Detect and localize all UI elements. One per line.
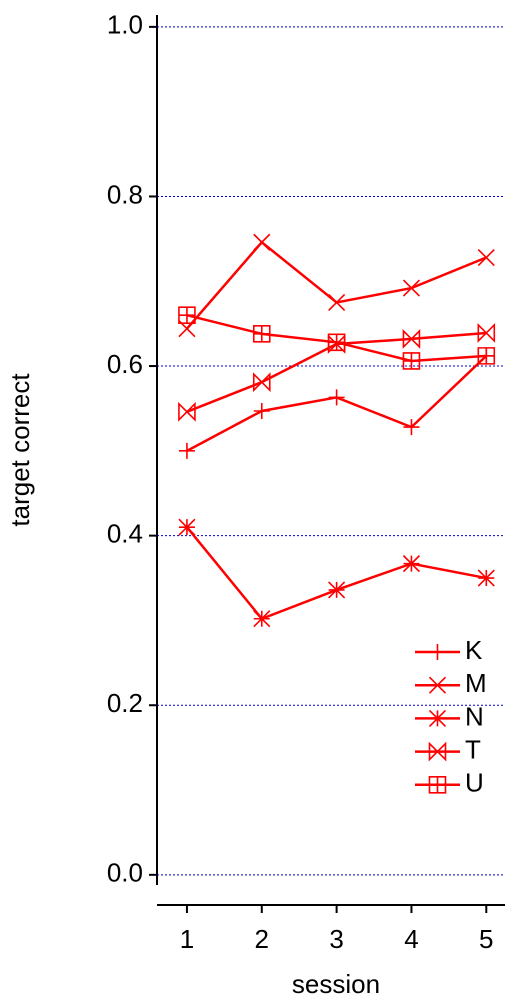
marker (328, 581, 346, 599)
marker (252, 325, 271, 343)
marker (328, 293, 346, 312)
marker (477, 347, 496, 365)
marker (477, 569, 495, 587)
x-tick-label: 2 (255, 924, 269, 954)
legend-label: T (465, 734, 481, 764)
series-line (185, 240, 487, 330)
x-tick-label: 4 (404, 924, 418, 954)
y-tick-label: 1.0 (107, 10, 143, 40)
y-tick-label: 0.2 (107, 688, 143, 718)
y-tick-label: 0.6 (107, 349, 143, 379)
marker (178, 401, 196, 422)
marker (477, 248, 495, 267)
x-axis-label: session (292, 969, 380, 999)
x-tick-label: 5 (479, 924, 493, 954)
y-axis-label: target correct (5, 373, 35, 527)
marker (178, 306, 196, 324)
y-tick-label: 0.0 (107, 858, 143, 888)
marker (402, 328, 421, 349)
marker (428, 676, 447, 694)
legend-label: M (465, 668, 487, 698)
marker (428, 776, 447, 794)
marker (252, 372, 271, 393)
y-tick-label: 0.4 (107, 519, 143, 549)
marker (428, 709, 447, 727)
x-tick-label: 1 (180, 924, 194, 954)
marker (328, 389, 345, 406)
marker (402, 555, 421, 573)
legend-label: N (465, 701, 484, 731)
marker (402, 352, 421, 370)
y-tick-label: 0.8 (107, 179, 143, 209)
marker (477, 323, 496, 343)
marker (428, 741, 447, 762)
x-tick-label: 3 (329, 924, 343, 954)
marker (178, 442, 195, 459)
marker (327, 333, 346, 352)
legend-label: K (465, 635, 483, 665)
marker (253, 402, 270, 419)
marker (253, 610, 271, 628)
marker (429, 644, 446, 660)
legend-label: U (465, 768, 484, 798)
marker (402, 279, 421, 297)
marker (178, 518, 196, 536)
marker (253, 233, 271, 251)
series-line (185, 526, 487, 621)
marker (403, 419, 420, 436)
